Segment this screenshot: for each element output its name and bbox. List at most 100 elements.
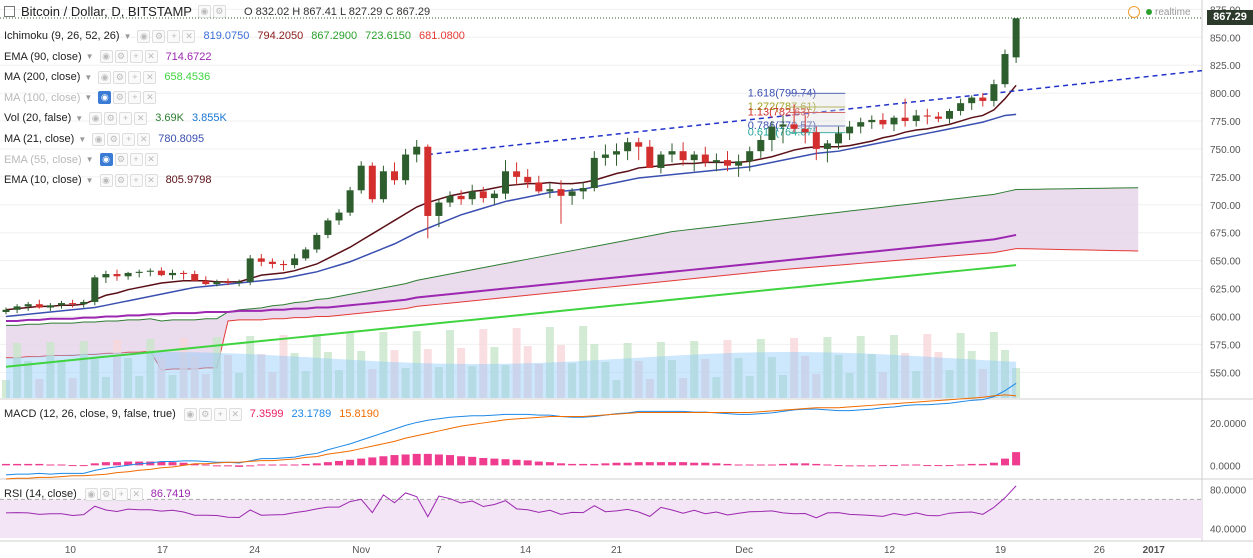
macd-bar bbox=[401, 454, 410, 466]
macd-bar bbox=[212, 465, 221, 467]
legend-controls[interactable]: ◉ ⚙ + ✕ bbox=[99, 153, 158, 167]
macd-bar bbox=[912, 464, 921, 466]
legend-controls[interactable]: ◉ ⚙ + ✕ bbox=[98, 91, 157, 105]
candle-body bbox=[735, 161, 743, 166]
volume-bar bbox=[834, 355, 843, 398]
macd-bar bbox=[967, 463, 976, 466]
legend-row-ema55[interactable]: EMA (55, close) ▼ ◉ ⚙ + ✕ bbox=[4, 151, 166, 169]
macd-bar bbox=[945, 465, 954, 467]
chevron-down-icon[interactable]: ▼ bbox=[85, 155, 94, 165]
candle-body bbox=[180, 272, 188, 275]
candle-body bbox=[535, 182, 543, 192]
candle-body bbox=[990, 84, 998, 101]
volume-bar bbox=[423, 349, 432, 398]
candle bbox=[313, 232, 321, 253]
legend-value: 15.8190 bbox=[339, 408, 379, 420]
macd-bar bbox=[468, 456, 477, 466]
volume-bar bbox=[756, 339, 765, 398]
legend-row-ema10[interactable]: EMA (10, close) ▼ ◉ ⚙ + ✕ 805.9798 bbox=[4, 171, 219, 189]
volume-bar bbox=[845, 373, 854, 398]
macd-bar bbox=[557, 463, 565, 466]
candle bbox=[424, 144, 432, 239]
candle-body bbox=[568, 191, 576, 196]
volume-bar bbox=[812, 374, 821, 398]
candle bbox=[157, 267, 165, 277]
legend-row-vol[interactable]: Vol (20, false) ▼ ◉ ⚙ + ✕ 3.69K 3.855K bbox=[4, 109, 235, 127]
volume-bar bbox=[867, 354, 876, 398]
clock-icon[interactable] bbox=[1128, 6, 1140, 18]
legend-row-ma100[interactable]: MA (100, close) ▼ ◉ ⚙ + ✕ bbox=[4, 89, 164, 107]
legend-value: 3.855K bbox=[191, 112, 227, 125]
legend-controls[interactable]: ◉ ⚙ + ✕ bbox=[183, 407, 242, 421]
price-tick-label: 850.00 bbox=[1210, 33, 1241, 44]
legend-controls[interactable]: ◉ ⚙ + ✕ bbox=[99, 50, 158, 64]
legend-controls[interactable]: ◉ ⚙ + ✕ bbox=[98, 70, 157, 84]
volume-bar bbox=[323, 352, 332, 398]
legend-value: 819.0750 bbox=[203, 30, 250, 42]
legend-row-ma21[interactable]: MA (21, close) ▼ ◉ ⚙ + ✕ 780.8095 bbox=[4, 130, 212, 148]
macd-bar bbox=[523, 460, 532, 466]
chevron-down-icon[interactable]: ▼ bbox=[78, 134, 87, 144]
legend-row-rsi[interactable]: RSI (14, close) ◉ ⚙ + ✕ 86.7419 bbox=[4, 485, 199, 503]
macd-bar bbox=[412, 453, 421, 466]
legend-row-ema90[interactable]: EMA (90, close) ▼ ◉ ⚙ + ✕ 714.6722 bbox=[4, 48, 219, 66]
candle-body bbox=[968, 97, 976, 104]
legend-controls[interactable]: ◉ ⚙ + ✕ bbox=[92, 132, 151, 146]
candle bbox=[657, 151, 665, 174]
ohlc-readout: O 832.02 H 867.41 L 827.29 C 867.29 bbox=[243, 5, 431, 18]
price-tick-label: 650.00 bbox=[1210, 257, 1241, 268]
legend-row-macd[interactable]: MACD (12, 26, close, 9, false, true) ◉ ⚙ + ✕… bbox=[4, 405, 387, 423]
macd-bar bbox=[235, 465, 244, 467]
chevron-down-icon[interactable]: ▼ bbox=[85, 52, 94, 62]
candle-body bbox=[779, 124, 787, 127]
legend-controls[interactable]: ◉ ⚙ + ✕ bbox=[89, 111, 148, 125]
volume-bar bbox=[723, 340, 732, 398]
collapse-icon[interactable] bbox=[4, 6, 15, 17]
candle-body bbox=[424, 146, 432, 216]
candle bbox=[790, 104, 798, 133]
chevron-down-icon[interactable]: ▼ bbox=[85, 175, 94, 185]
price-tick-label: 600.00 bbox=[1210, 312, 1241, 323]
time-tick-label: 21 bbox=[611, 545, 623, 556]
volume-bar bbox=[446, 330, 454, 398]
candle-body bbox=[313, 234, 321, 250]
macd-bar bbox=[734, 464, 743, 466]
legend-controls[interactable]: ◉ ⚙ + ✕ bbox=[84, 487, 143, 501]
volume-bar bbox=[46, 342, 55, 398]
volume-bar bbox=[501, 365, 510, 398]
volume-bar bbox=[934, 352, 943, 398]
macd-bar bbox=[46, 464, 55, 466]
legend-controls[interactable]: ◉ ⚙ + ✕ bbox=[137, 29, 196, 43]
candle bbox=[868, 115, 876, 129]
legend-row-ma200[interactable]: MA (200, close) ▼ ◉ ⚙ + ✕ 658.4536 bbox=[4, 68, 218, 86]
chevron-down-icon[interactable]: ▼ bbox=[123, 31, 132, 41]
candle-body bbox=[757, 140, 765, 152]
macd-histogram bbox=[2, 452, 1021, 467]
volume-bar bbox=[712, 377, 721, 398]
ma200-line bbox=[5, 264, 1017, 368]
volume-bar bbox=[13, 343, 22, 398]
legend-row-ichimoku[interactable]: Ichimoku (9, 26, 52, 26) ▼ ◉ ⚙ + ✕ 819.0750 794… bbox=[4, 27, 473, 45]
volume-bar bbox=[468, 366, 477, 398]
chevron-down-icon[interactable]: ▼ bbox=[84, 93, 93, 103]
candle-body bbox=[901, 117, 909, 122]
candle-body bbox=[80, 301, 88, 305]
time-tick-label: 7 bbox=[436, 545, 442, 556]
volume-bar bbox=[368, 369, 377, 398]
candle-body bbox=[646, 146, 654, 168]
macd-bar bbox=[978, 463, 987, 466]
candle-body bbox=[280, 263, 287, 266]
chevron-down-icon[interactable]: ▼ bbox=[84, 72, 93, 82]
symbol-controls[interactable]: ◉ ⚙ bbox=[197, 5, 226, 18]
macd-bar bbox=[13, 463, 22, 466]
volume-bar bbox=[801, 356, 810, 398]
volume-bar bbox=[901, 353, 910, 398]
macd-bar bbox=[357, 458, 366, 466]
candle bbox=[58, 300, 65, 309]
price-tick-label: 675.00 bbox=[1210, 229, 1241, 240]
chevron-down-icon[interactable]: ▼ bbox=[75, 113, 84, 123]
legend-controls[interactable]: ◉ ⚙ + ✕ bbox=[99, 173, 158, 187]
candle bbox=[324, 218, 332, 239]
candle-body bbox=[169, 272, 176, 276]
